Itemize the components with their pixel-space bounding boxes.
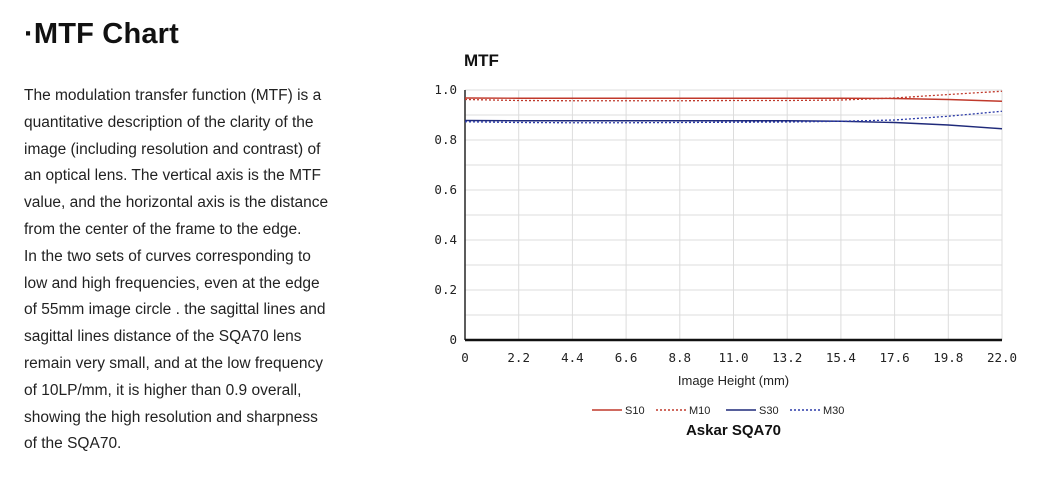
y-tick-label: 0 bbox=[449, 332, 457, 347]
y-tick-label: 0.4 bbox=[434, 232, 457, 247]
x-tick-label: 8.8 bbox=[669, 350, 692, 365]
legend-label-s10: S10 bbox=[625, 405, 645, 417]
description-line: quantitative description of the clarity … bbox=[24, 113, 314, 131]
x-tick-label: 19.8 bbox=[933, 350, 963, 365]
legend-label-s30: S30 bbox=[759, 405, 779, 417]
mtf-chart-svg: 0 0.2 0.4 0.6 0.8 1.0 0 2.2 4.4 6.6 8.8 11.0 13.2 15.… bbox=[434, 51, 1017, 439]
description-line: value, and the horizontal axis is the di… bbox=[24, 194, 329, 212]
y-tick-label: 1.0 bbox=[434, 82, 457, 97]
chart-labels: 0 0.2 0.4 0.6 0.8 1.0 0 2.2 4.4 6.6 8.8 11.0 13.2 15.… bbox=[434, 51, 1017, 439]
description-line: of 55mm image circle . the sagittal line… bbox=[24, 301, 326, 319]
x-tick-label: 13.2 bbox=[772, 350, 802, 365]
series-line-m10 bbox=[464, 90, 1003, 102]
x-tick-label: 2.2 bbox=[507, 350, 530, 365]
y-tick-label: 0.6 bbox=[434, 182, 457, 197]
y-tick-label: 0.8 bbox=[434, 132, 457, 147]
description-line: an optical lens. The vertical axis is th… bbox=[24, 167, 321, 185]
legend-label-m10: M10 bbox=[689, 405, 710, 417]
mtf-chart: 0 0.2 0.4 0.6 0.8 1.0 0 2.2 4.4 6.6 8.8 11.0 13.2 15.… bbox=[410, 40, 1040, 476]
description-line: The modulation transfer function (MTF) i… bbox=[24, 87, 322, 104]
series-line-s30 bbox=[464, 119, 1003, 130]
legend-label-m30: M30 bbox=[823, 405, 844, 417]
x-tick-label: 4.4 bbox=[561, 350, 584, 365]
page-heading: ·MTF Chart bbox=[24, 18, 180, 50]
x-axis-label: Image Height (mm) bbox=[678, 373, 789, 388]
x-tick-label: 0 bbox=[461, 350, 469, 365]
description-line: of 10LP/mm, it is higher than 0.9 overal… bbox=[24, 381, 302, 399]
description-line: low and high frequencies, even at the ed… bbox=[24, 274, 320, 292]
chart-title: MTF bbox=[464, 51, 499, 70]
x-tick-label: 17.6 bbox=[880, 350, 910, 365]
description-line: from the center of the frame to the edge… bbox=[24, 220, 302, 238]
x-tick-label: 11.0 bbox=[718, 350, 748, 365]
chart-series bbox=[464, 90, 1003, 130]
chart-subtitle: Askar SQA70 bbox=[686, 422, 781, 439]
description-line: remain very small, and at the low freque… bbox=[24, 354, 323, 372]
description-line: sagittal lines distance of the SQA70 len… bbox=[24, 328, 302, 346]
x-tick-label: 6.6 bbox=[615, 350, 638, 365]
description-line: of the SQA70. bbox=[24, 435, 122, 453]
chart-legend: S10 M10 S30 M30 bbox=[592, 405, 844, 417]
description-text: The modulation transfer function (MTF) i… bbox=[24, 83, 384, 458]
chart-grid bbox=[464, 89, 1003, 341]
x-tick-label: 15.4 bbox=[826, 350, 856, 365]
description-line: image (including resolution and contrast… bbox=[24, 140, 321, 158]
series-line-m30 bbox=[464, 110, 1003, 124]
description-line: In the two sets of curves corresponding … bbox=[24, 247, 311, 265]
description-line: showing the high resolution and sharpnes… bbox=[24, 408, 318, 426]
chart-axes bbox=[464, 90, 1002, 342]
y-tick-label: 0.2 bbox=[434, 282, 457, 297]
x-tick-label: 22.0 bbox=[987, 350, 1017, 365]
series-line-s10 bbox=[464, 97, 1003, 102]
